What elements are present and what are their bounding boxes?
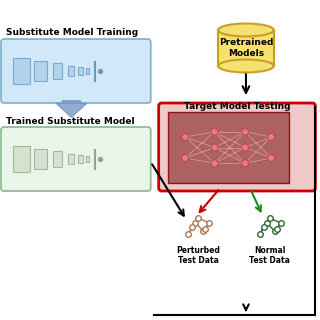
Text: Pretrained
Models: Pretrained Models: [219, 38, 273, 58]
FancyBboxPatch shape: [34, 60, 47, 82]
FancyBboxPatch shape: [53, 63, 62, 79]
FancyBboxPatch shape: [168, 112, 289, 183]
FancyBboxPatch shape: [68, 154, 74, 164]
FancyBboxPatch shape: [86, 156, 89, 162]
Circle shape: [242, 128, 249, 135]
FancyBboxPatch shape: [78, 67, 83, 75]
FancyBboxPatch shape: [1, 127, 151, 191]
Ellipse shape: [218, 60, 274, 73]
Circle shape: [182, 133, 188, 140]
FancyBboxPatch shape: [159, 103, 316, 191]
Text: Trained Substitute Model: Trained Substitute Model: [6, 117, 135, 126]
Circle shape: [211, 128, 218, 135]
FancyBboxPatch shape: [86, 68, 89, 74]
Text: Target Model Testing: Target Model Testing: [184, 102, 291, 111]
Circle shape: [268, 155, 275, 162]
FancyBboxPatch shape: [68, 66, 74, 76]
FancyArrowPatch shape: [56, 101, 87, 117]
Ellipse shape: [218, 24, 274, 36]
Circle shape: [268, 133, 275, 140]
Circle shape: [242, 144, 249, 151]
FancyBboxPatch shape: [13, 146, 30, 172]
FancyBboxPatch shape: [34, 148, 47, 170]
FancyBboxPatch shape: [78, 155, 83, 163]
Circle shape: [242, 160, 249, 167]
FancyBboxPatch shape: [13, 58, 30, 84]
FancyBboxPatch shape: [218, 30, 274, 66]
Circle shape: [211, 144, 218, 151]
Circle shape: [211, 160, 218, 167]
FancyBboxPatch shape: [1, 39, 151, 103]
Circle shape: [182, 155, 188, 162]
Text: Substitute Model Training: Substitute Model Training: [6, 28, 138, 37]
Text: Perturbed
Test Data: Perturbed Test Data: [176, 246, 220, 265]
Text: Normal
Test Data: Normal Test Data: [249, 246, 290, 265]
FancyBboxPatch shape: [53, 151, 62, 167]
